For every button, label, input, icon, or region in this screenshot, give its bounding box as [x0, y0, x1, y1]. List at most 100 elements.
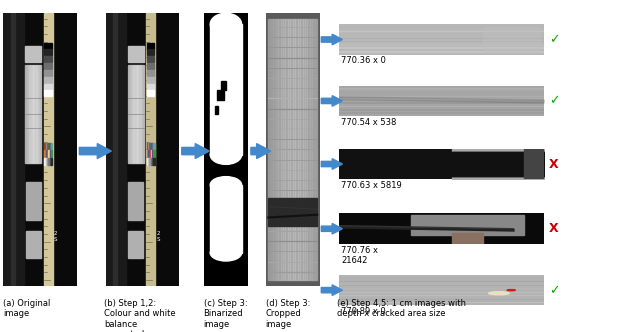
Bar — [45, 150, 47, 157]
Bar — [151, 150, 152, 157]
Bar — [147, 84, 154, 90]
Bar — [152, 150, 154, 157]
Bar — [26, 46, 42, 62]
Text: 2
S: 2 S — [54, 231, 58, 242]
Bar — [151, 143, 152, 149]
FancyArrow shape — [321, 285, 342, 295]
Bar — [50, 150, 51, 157]
Bar — [113, 13, 117, 286]
Bar — [152, 143, 154, 149]
Text: (d) Step 3:
Cropped
image: (d) Step 3: Cropped image — [266, 299, 310, 329]
Bar — [129, 65, 130, 163]
Bar — [39, 65, 40, 163]
Bar — [29, 65, 30, 163]
Bar — [147, 70, 154, 76]
Bar — [295, 19, 298, 280]
Bar — [221, 81, 226, 90]
Bar — [210, 24, 242, 155]
Text: ✓: ✓ — [549, 94, 559, 108]
Bar — [292, 19, 295, 280]
Bar — [315, 19, 317, 280]
Circle shape — [489, 292, 509, 295]
Text: 2
S: 2 S — [156, 231, 160, 242]
Bar — [38, 65, 39, 163]
Bar — [217, 90, 224, 100]
Bar — [154, 143, 155, 149]
Bar — [47, 150, 48, 157]
FancyArrow shape — [79, 143, 111, 158]
Bar — [151, 158, 152, 165]
Bar — [128, 65, 129, 163]
Text: 770.63 x 5819: 770.63 x 5819 — [341, 181, 402, 190]
Bar — [280, 19, 283, 280]
Text: 770.89 x 0: 770.89 x 0 — [341, 307, 386, 316]
Bar — [452, 233, 483, 244]
Text: (e) Step 4,5: 1 cm images with
depth x cracked area size: (e) Step 4,5: 1 cm images with depth x c… — [337, 299, 467, 318]
Bar — [305, 19, 307, 280]
Polygon shape — [339, 149, 452, 179]
FancyArrow shape — [251, 143, 271, 158]
Bar — [147, 158, 148, 165]
Bar — [283, 19, 285, 280]
Bar — [135, 65, 136, 163]
Bar — [138, 65, 139, 163]
Bar — [154, 158, 155, 165]
Bar — [3, 13, 24, 286]
Bar — [33, 65, 34, 163]
Bar — [147, 90, 154, 96]
Bar — [142, 65, 143, 163]
Bar — [36, 65, 37, 163]
Bar — [148, 143, 149, 149]
Text: 770.54 x 538: 770.54 x 538 — [341, 118, 397, 127]
Bar — [276, 19, 278, 280]
Bar — [131, 65, 132, 163]
FancyArrow shape — [321, 34, 342, 45]
Bar — [32, 65, 33, 163]
Text: ✓: ✓ — [549, 33, 559, 46]
Bar — [44, 63, 52, 69]
Bar — [44, 150, 45, 157]
Text: ✓: ✓ — [549, 284, 559, 297]
Bar — [44, 77, 52, 83]
Bar — [44, 143, 45, 149]
Bar — [147, 150, 148, 157]
Text: 770.76 x
21642: 770.76 x 21642 — [341, 246, 378, 265]
Bar — [51, 158, 52, 165]
Ellipse shape — [210, 245, 242, 261]
Bar — [44, 84, 52, 90]
Bar — [152, 158, 154, 165]
Bar — [146, 13, 155, 286]
Bar — [268, 19, 271, 280]
Bar — [51, 143, 52, 149]
Bar — [45, 143, 47, 149]
Bar — [147, 63, 154, 69]
Bar — [303, 19, 305, 280]
Bar — [483, 27, 540, 52]
FancyArrow shape — [321, 96, 342, 106]
Bar — [140, 65, 141, 163]
Ellipse shape — [210, 145, 242, 164]
Bar — [34, 65, 35, 163]
Bar — [31, 65, 32, 163]
Bar — [136, 65, 138, 163]
Bar — [44, 56, 52, 62]
Bar — [47, 143, 48, 149]
Text: 770.36 x 0: 770.36 x 0 — [341, 56, 386, 65]
Bar — [44, 90, 52, 96]
Bar — [268, 199, 317, 226]
Text: X: X — [549, 157, 559, 171]
Bar — [37, 65, 38, 163]
Bar — [143, 65, 144, 163]
Bar — [26, 65, 27, 163]
Bar — [210, 185, 242, 253]
Text: (a) Original
image: (a) Original image — [3, 299, 51, 318]
Bar — [30, 65, 31, 163]
Bar — [291, 19, 292, 280]
Bar — [40, 65, 41, 163]
Bar — [45, 158, 47, 165]
Bar — [50, 143, 51, 149]
Bar — [26, 182, 41, 220]
Bar — [147, 49, 154, 55]
Bar — [44, 158, 45, 165]
Bar — [285, 19, 288, 280]
